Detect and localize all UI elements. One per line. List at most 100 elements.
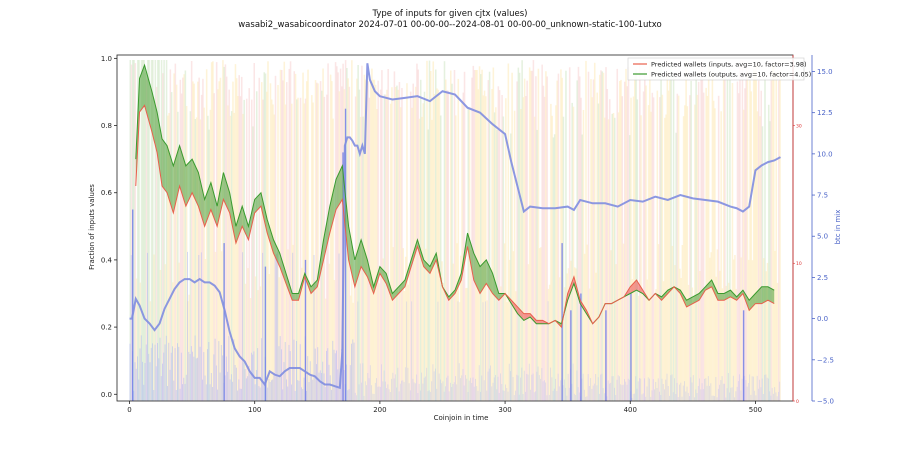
bg-stripe bbox=[189, 111, 192, 401]
bottom-bar bbox=[460, 378, 461, 401]
bg-stripe bbox=[596, 92, 599, 401]
bottom-bar bbox=[130, 255, 132, 401]
bottom-bar bbox=[381, 364, 383, 401]
bg-stripe bbox=[148, 60, 150, 401]
bg-stripe bbox=[163, 60, 165, 401]
bottom-bar bbox=[512, 377, 514, 401]
bottom-bar bbox=[677, 397, 679, 401]
bg-stripe bbox=[258, 77, 261, 402]
bottom-bar bbox=[366, 385, 367, 401]
bg-stripe bbox=[761, 126, 764, 402]
bg-stripe bbox=[709, 257, 711, 401]
bottom-bar bbox=[275, 253, 277, 401]
bg-stripe bbox=[411, 107, 413, 402]
bg-stripe bbox=[394, 87, 397, 401]
bottom-bar bbox=[591, 388, 593, 401]
bg-stripe bbox=[270, 99, 273, 401]
bottom-bar bbox=[129, 343, 131, 401]
bg-stripe bbox=[153, 254, 155, 401]
y-tick-label: 0.6 bbox=[101, 189, 113, 197]
bottom-bar bbox=[312, 379, 314, 401]
bottom-bar bbox=[667, 386, 669, 401]
bg-stripe bbox=[338, 91, 341, 402]
bg-stripe bbox=[774, 250, 776, 401]
bg-stripe bbox=[277, 85, 279, 401]
bottom-bar bbox=[294, 390, 296, 401]
bg-stripe bbox=[521, 60, 523, 401]
bg-stripe bbox=[378, 283, 381, 401]
fill-segment bbox=[423, 259, 430, 274]
bg-stripe bbox=[436, 88, 438, 402]
bottom-bar bbox=[403, 382, 405, 401]
bg-stripe bbox=[142, 60, 144, 401]
bg-stripe bbox=[212, 61, 214, 402]
bg-stripe bbox=[622, 243, 625, 401]
bottom-bar bbox=[417, 393, 419, 401]
bg-stripe bbox=[577, 66, 580, 402]
bottom-bar bbox=[775, 392, 777, 401]
bottom-bar bbox=[402, 380, 404, 401]
bg-stripe bbox=[511, 72, 513, 401]
bottom-bar bbox=[331, 389, 332, 401]
bg-stripe bbox=[616, 68, 619, 402]
bg-stripe bbox=[296, 99, 298, 402]
fill-segment bbox=[273, 239, 280, 267]
bg-stripe bbox=[634, 75, 636, 401]
bottom-bar bbox=[660, 395, 662, 401]
bg-stripe bbox=[694, 104, 696, 401]
bottom-bar bbox=[759, 379, 761, 401]
bg-stripe bbox=[565, 70, 567, 401]
bottom-bar bbox=[762, 394, 764, 401]
bottom-bar bbox=[252, 354, 254, 401]
bg-stripe bbox=[154, 60, 157, 401]
bottom-bar bbox=[597, 377, 599, 401]
bottom-bar bbox=[192, 351, 193, 401]
y2-tick-label: 0.0 bbox=[817, 315, 828, 323]
bg-stripe bbox=[422, 103, 424, 402]
bg-stripe bbox=[610, 250, 612, 401]
bg-stripe bbox=[777, 80, 780, 401]
bottom-bar bbox=[309, 361, 311, 401]
bg-stripe bbox=[229, 115, 232, 402]
bottom-bar bbox=[541, 368, 543, 401]
bg-stripe bbox=[517, 67, 520, 401]
fill-segment bbox=[192, 159, 199, 207]
bg-stripe bbox=[193, 83, 195, 401]
bg-stripe bbox=[562, 116, 565, 401]
bg-stripe bbox=[279, 69, 282, 402]
bg-stripe bbox=[669, 80, 671, 402]
bg-stripe bbox=[679, 268, 681, 401]
bottom-bar bbox=[160, 376, 162, 401]
bottom-bar bbox=[689, 396, 690, 401]
bg-stripe bbox=[207, 115, 209, 402]
bottom-bar bbox=[747, 383, 749, 401]
bottom-bar bbox=[394, 374, 396, 401]
bg-stripe bbox=[582, 110, 585, 401]
bottom-bar bbox=[491, 386, 493, 401]
bottom-bar bbox=[670, 375, 672, 401]
bg-stripe bbox=[214, 251, 217, 401]
bg-stripe bbox=[617, 112, 620, 402]
bottom-bar bbox=[247, 376, 249, 401]
bg-stripe bbox=[765, 271, 768, 401]
bg-stripe bbox=[645, 85, 647, 401]
bottom-bar bbox=[438, 373, 440, 401]
bg-stripe bbox=[612, 113, 615, 401]
bg-stripe bbox=[195, 117, 198, 402]
bg-stripe bbox=[657, 244, 660, 401]
bottom-bar bbox=[702, 389, 704, 401]
bottom-bar bbox=[248, 365, 250, 401]
bg-stripe bbox=[615, 264, 617, 401]
bottom-bar bbox=[337, 369, 339, 401]
bottom-bar bbox=[456, 384, 458, 401]
bottom-bar bbox=[389, 392, 391, 401]
bottom-bar bbox=[183, 377, 185, 401]
bottom-bar bbox=[157, 343, 158, 401]
bottom-bar bbox=[649, 378, 650, 401]
bottom-bar bbox=[632, 393, 634, 401]
bottom-bar bbox=[361, 382, 362, 401]
legend-entry-inputs: Predicted wallets (inputs, avg=10, facto… bbox=[651, 61, 807, 69]
bg-stripe bbox=[233, 112, 235, 402]
fill-segment bbox=[448, 290, 455, 301]
bottom-bar bbox=[552, 390, 554, 401]
